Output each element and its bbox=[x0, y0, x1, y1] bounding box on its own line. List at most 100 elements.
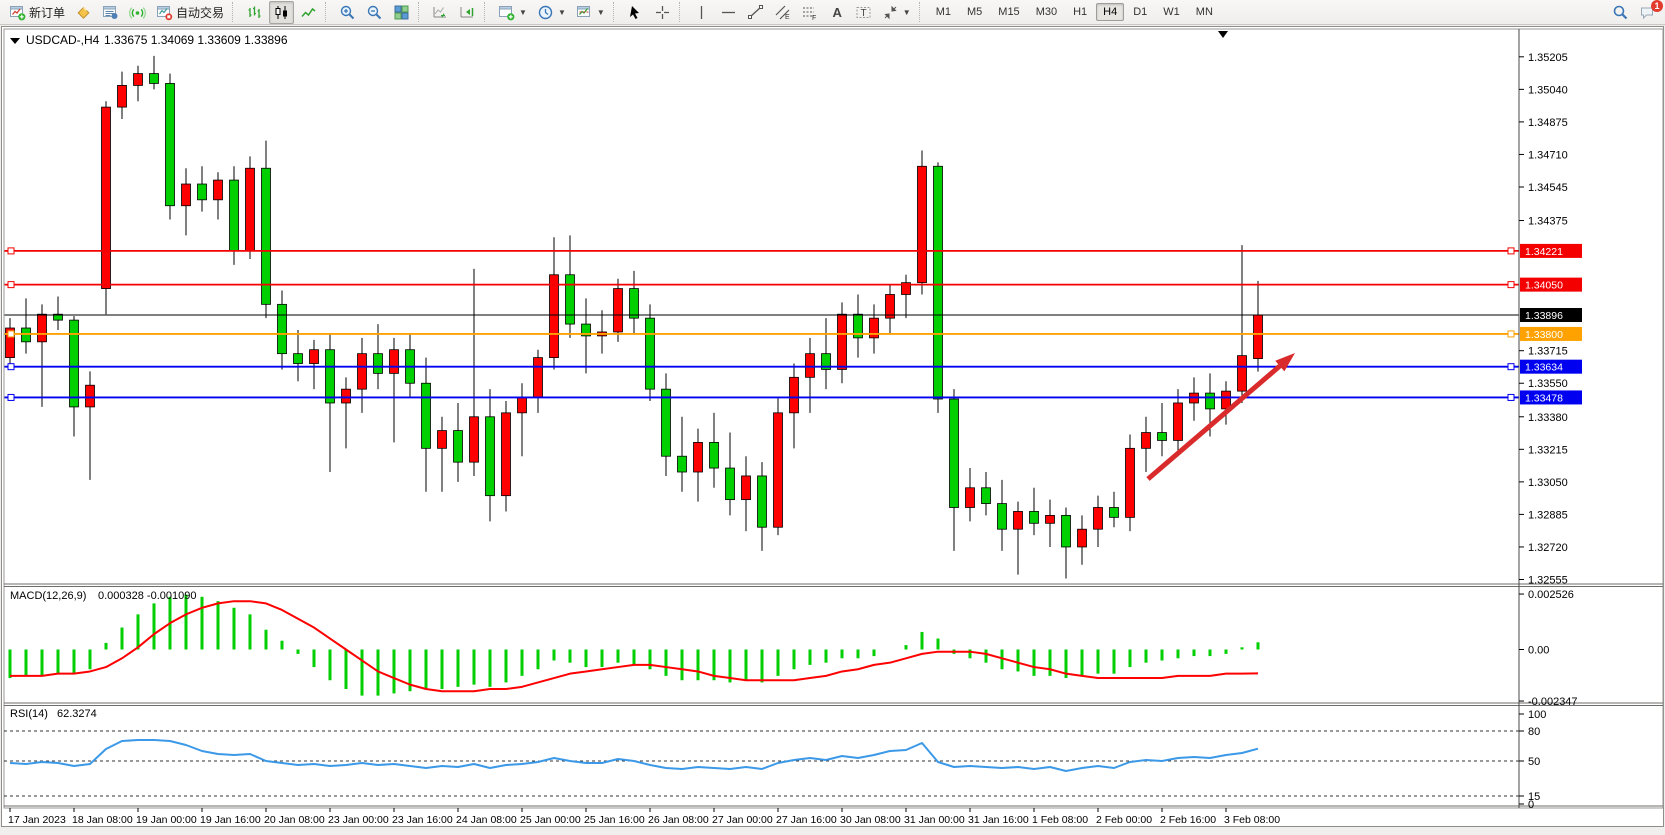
chart-canvas[interactable]: 1.34221 1.34050 1.33800 1.33634 1.33478 1.338… bbox=[2, 27, 1665, 826]
zoom-out-button[interactable] bbox=[362, 1, 387, 24]
text-icon: A bbox=[832, 5, 842, 20]
candle-body bbox=[149, 73, 159, 84]
new-chart-icon bbox=[499, 5, 515, 20]
line-handle[interactable] bbox=[1507, 281, 1515, 289]
trendline-icon bbox=[747, 4, 763, 19]
price-line-label: 1.34050 bbox=[1525, 280, 1563, 292]
timeframe-h1[interactable]: H1 bbox=[1073, 6, 1088, 18]
price-axis-label: 1.33050 bbox=[1528, 477, 1568, 489]
new-order-button[interactable]: 新订单 bbox=[5, 1, 69, 24]
candle-body bbox=[533, 357, 543, 398]
price-line-label: 1.33896 bbox=[1525, 310, 1563, 322]
axis-layer: 1.35205 1.35040 1.34875 1.34710 1.34545 1.343… bbox=[3, 28, 1664, 826]
templates-button[interactable]: ▼ bbox=[572, 1, 609, 24]
candle-body bbox=[821, 353, 831, 370]
price-axis-label: 1.34545 bbox=[1528, 182, 1568, 194]
vertical-line-button[interactable] bbox=[689, 1, 714, 24]
line-handle[interactable] bbox=[1507, 363, 1515, 371]
symbol-dropdown-icon[interactable] bbox=[10, 38, 20, 44]
timeframe-m30[interactable]: M30 bbox=[1035, 6, 1058, 18]
chart-line-button[interactable] bbox=[296, 1, 321, 24]
candle-body bbox=[773, 412, 783, 528]
candle-body bbox=[613, 288, 623, 333]
rsi-line bbox=[9, 739, 1259, 772]
line-handle[interactable] bbox=[1507, 247, 1515, 255]
zoom-in-button[interactable] bbox=[335, 1, 360, 24]
toolbar-separator bbox=[612, 2, 619, 22]
zoom-in-icon bbox=[340, 5, 355, 19]
line-handle[interactable] bbox=[7, 247, 15, 255]
candle-body bbox=[661, 388, 671, 457]
time-axis-label: 17 Jan 2023 bbox=[8, 814, 66, 826]
timeframe-h4[interactable]: H4 bbox=[1096, 3, 1125, 21]
chart-title-ohlc: 1.33675 1.34069 1.33609 1.33896 bbox=[104, 33, 288, 47]
chart-candles-button[interactable] bbox=[269, 0, 295, 24]
price-axis-label: 1.32555 bbox=[1528, 574, 1568, 586]
chat-button[interactable]: 1 bbox=[1635, 0, 1663, 24]
tile-windows-button[interactable] bbox=[389, 1, 414, 24]
line-handle[interactable] bbox=[1507, 393, 1515, 401]
timeframe-m1[interactable]: M1 bbox=[935, 6, 951, 18]
data-window-icon bbox=[103, 5, 118, 19]
price-line-label-box bbox=[1520, 277, 1582, 292]
line-handle[interactable] bbox=[7, 281, 15, 289]
candle-body bbox=[197, 183, 207, 201]
search-button[interactable] bbox=[1608, 1, 1633, 24]
label-button[interactable]: T bbox=[851, 1, 876, 24]
candle-body bbox=[117, 85, 127, 108]
notification-badge: 1 bbox=[1651, 0, 1663, 12]
candle-body bbox=[1061, 514, 1071, 548]
tile-windows-icon bbox=[394, 5, 409, 19]
timeframe-w1[interactable]: W1 bbox=[1163, 6, 1180, 18]
data-window-button[interactable] bbox=[98, 1, 123, 24]
chart-window: 1.34221 1.34050 1.33800 1.33634 1.33478 1.338… bbox=[1, 26, 1664, 827]
price-axis-label: 1.35205 bbox=[1528, 52, 1568, 64]
market-watch-button[interactable] bbox=[71, 1, 96, 24]
time-axis-label: 1 Feb 08:00 bbox=[1032, 814, 1088, 826]
line-handle[interactable] bbox=[7, 363, 15, 371]
autoscroll-button[interactable] bbox=[428, 1, 453, 24]
svg-text:E: E bbox=[785, 14, 790, 21]
timeframe-m5[interactable]: M5 bbox=[967, 6, 983, 18]
candle-body bbox=[181, 183, 191, 207]
timeframe-d1[interactable]: D1 bbox=[1133, 6, 1148, 18]
rsi-pane-label: RSI(14) 62.3274 bbox=[10, 708, 97, 720]
timeframe-mn[interactable]: MN bbox=[1195, 6, 1213, 18]
chart-bars-button[interactable] bbox=[242, 1, 267, 24]
autotrade-button[interactable]: 自动交易 bbox=[152, 1, 228, 24]
candle-body bbox=[789, 376, 799, 414]
new-order-icon bbox=[10, 5, 26, 20]
text-button[interactable]: A bbox=[824, 1, 849, 24]
indicators-icon bbox=[576, 5, 590, 17]
candle-body bbox=[1045, 514, 1055, 524]
new-chart-button[interactable]: ▼ bbox=[494, 1, 531, 24]
candle-body bbox=[1013, 511, 1023, 530]
timeframe-m15[interactable]: M15 bbox=[998, 6, 1020, 18]
trendline-button[interactable] bbox=[743, 1, 768, 24]
annotation-arrow[interactable] bbox=[1146, 364, 1282, 481]
line-handle[interactable] bbox=[7, 393, 15, 401]
candle-body bbox=[885, 294, 895, 319]
cursor-button[interactable] bbox=[623, 1, 648, 24]
crosshair-button[interactable] bbox=[650, 1, 675, 24]
channel-button[interactable]: E bbox=[770, 1, 795, 24]
fibonacci-button[interactable]: F bbox=[797, 1, 822, 24]
shapes-button[interactable]: ▼ bbox=[878, 1, 915, 24]
candle-body bbox=[805, 353, 815, 378]
horizontal-line-button[interactable] bbox=[716, 1, 741, 24]
candle-body bbox=[869, 317, 879, 339]
chart-shift-button[interactable] bbox=[455, 1, 480, 24]
macd-label: MACD(12,26,9) bbox=[10, 590, 86, 602]
annotation-arrow-head bbox=[1275, 353, 1295, 372]
periods-button[interactable]: ▼ bbox=[533, 1, 570, 24]
signals-button[interactable] bbox=[125, 1, 150, 24]
price-axis-label: 1.33215 bbox=[1528, 444, 1568, 456]
candle-body bbox=[965, 487, 975, 508]
time-axis-label: 2 Feb 16:00 bbox=[1160, 814, 1216, 826]
new-order-button-label: 新订单 bbox=[29, 5, 66, 20]
line-handle[interactable] bbox=[1507, 330, 1515, 338]
line-handle[interactable] bbox=[7, 330, 15, 338]
time-axis-label: 31 Jan 16:00 bbox=[968, 814, 1029, 826]
price-line-label-box bbox=[1520, 390, 1582, 405]
candle-body bbox=[693, 442, 703, 473]
